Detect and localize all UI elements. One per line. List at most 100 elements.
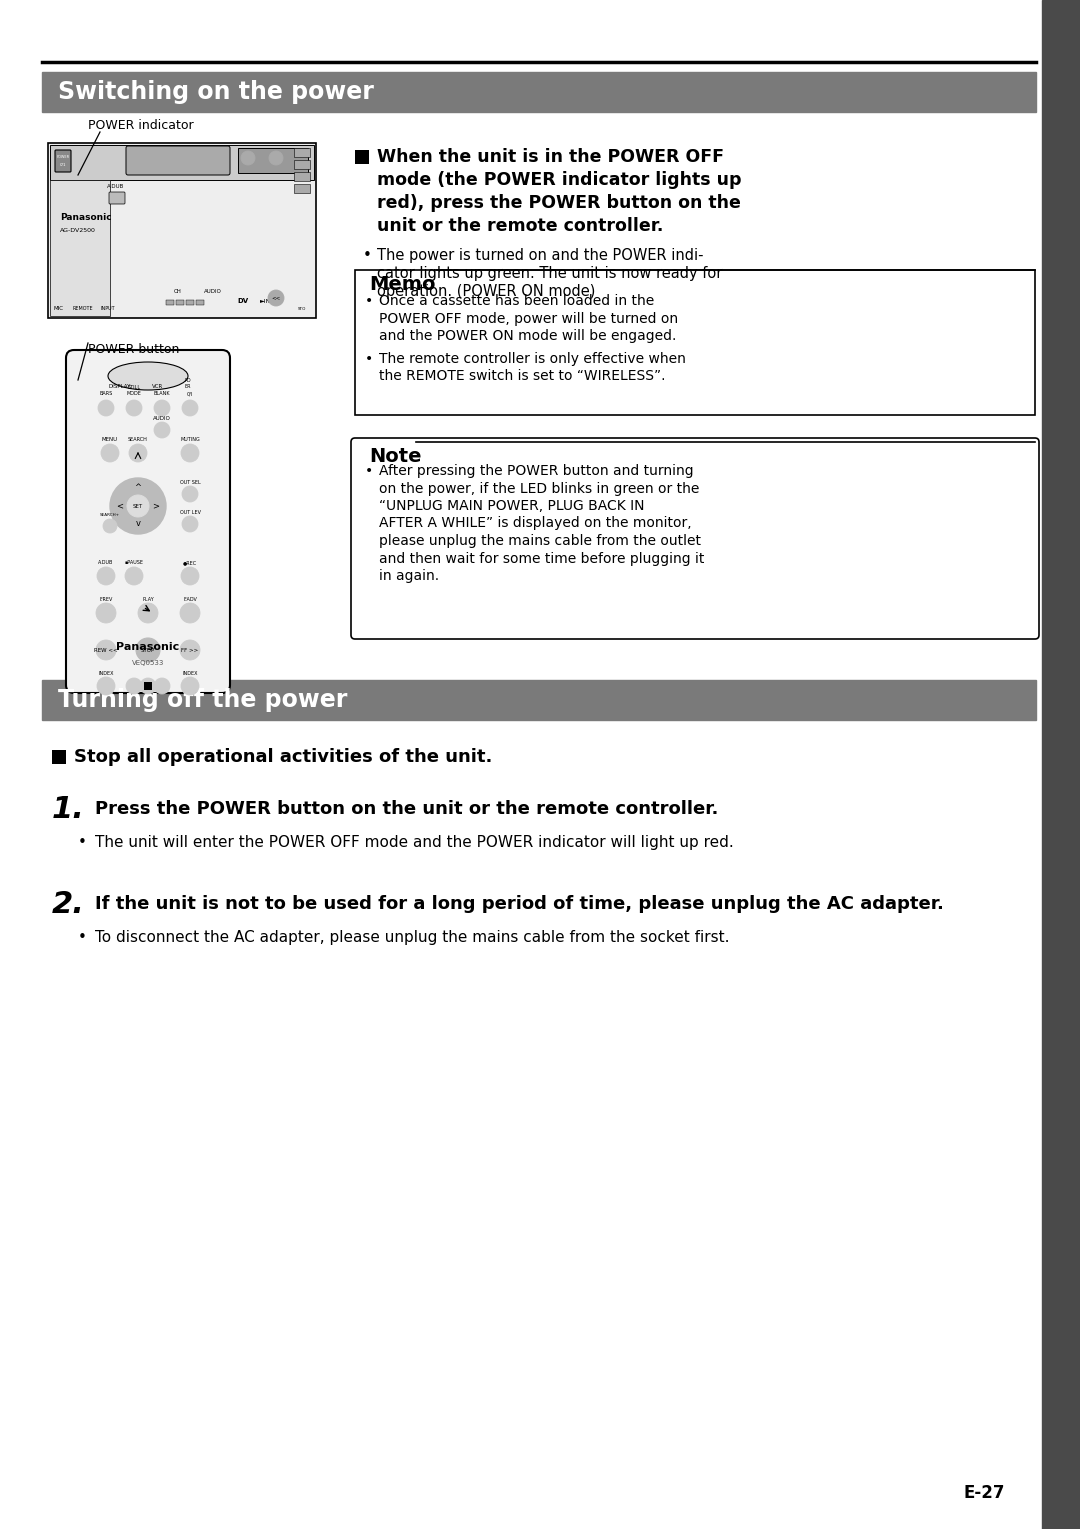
- Text: POWER: POWER: [56, 154, 69, 159]
- Text: Panasonic: Panasonic: [117, 642, 179, 651]
- Text: VCR: VCR: [152, 384, 164, 388]
- Circle shape: [183, 401, 198, 416]
- Bar: [42, 680, 1036, 720]
- Bar: [48, 144, 316, 318]
- Bar: [186, 300, 194, 304]
- Circle shape: [96, 602, 116, 622]
- Circle shape: [136, 638, 160, 662]
- Circle shape: [98, 401, 114, 416]
- Text: POWER OFF mode, power will be turned on: POWER OFF mode, power will be turned on: [379, 312, 678, 326]
- Text: •: •: [365, 463, 374, 479]
- Text: When the unit is in the POWER OFF: When the unit is in the POWER OFF: [377, 148, 724, 167]
- Text: red), press the POWER button on the: red), press the POWER button on the: [377, 194, 741, 213]
- Circle shape: [97, 677, 114, 696]
- Text: INDEX: INDEX: [183, 671, 198, 676]
- Circle shape: [96, 641, 116, 661]
- Circle shape: [154, 677, 170, 694]
- Bar: [50, 145, 314, 180]
- Text: INPUT: INPUT: [100, 306, 116, 310]
- Circle shape: [181, 567, 199, 586]
- Text: CH: CH: [174, 289, 181, 294]
- Text: SET: SET: [133, 503, 143, 509]
- FancyBboxPatch shape: [55, 150, 71, 171]
- Circle shape: [180, 602, 200, 622]
- Bar: [42, 72, 1036, 112]
- Text: MENU: MENU: [102, 437, 118, 442]
- Text: STOP: STOP: [140, 647, 156, 653]
- Text: mode (the POWER indicator lights up: mode (the POWER indicator lights up: [377, 171, 742, 190]
- Bar: [238, 148, 308, 173]
- Text: ●REC: ●REC: [183, 560, 197, 566]
- Text: v: v: [135, 520, 140, 529]
- Text: BLANK: BLANK: [153, 391, 171, 396]
- Text: Switching on the power: Switching on the power: [58, 80, 374, 104]
- Circle shape: [181, 443, 199, 462]
- Bar: [166, 300, 174, 304]
- Circle shape: [110, 479, 166, 534]
- Bar: [1042, 0, 1080, 1529]
- Circle shape: [183, 515, 198, 532]
- Bar: [144, 682, 152, 690]
- Text: “UNPLUG MAIN POWER, PLUG BACK IN: “UNPLUG MAIN POWER, PLUG BACK IN: [379, 498, 645, 514]
- Circle shape: [140, 677, 156, 694]
- Text: MIC: MIC: [53, 306, 63, 310]
- Text: >: >: [152, 502, 160, 511]
- Text: •: •: [365, 352, 374, 365]
- Circle shape: [154, 422, 170, 437]
- Circle shape: [129, 443, 147, 462]
- Circle shape: [268, 291, 284, 306]
- Text: E-27: E-27: [963, 1485, 1005, 1501]
- Text: ER: ER: [185, 384, 191, 388]
- Text: FF >>: FF >>: [181, 647, 199, 653]
- Text: Turning off the power: Turning off the power: [58, 688, 348, 713]
- Circle shape: [138, 602, 158, 622]
- Circle shape: [103, 518, 117, 534]
- Text: Note: Note: [369, 446, 421, 465]
- Text: PLAY: PLAY: [143, 596, 153, 602]
- Text: •: •: [78, 835, 86, 850]
- Bar: [176, 300, 184, 304]
- Text: POWER button: POWER button: [87, 342, 179, 356]
- Text: •: •: [365, 294, 374, 307]
- Bar: [355, 150, 369, 164]
- Text: cator lights up green. The unit is now ready for: cator lights up green. The unit is now r…: [377, 266, 723, 281]
- FancyBboxPatch shape: [109, 193, 125, 203]
- Text: To disconnect the AC adapter, please unplug the mains cable from the socket firs: To disconnect the AC adapter, please unp…: [95, 930, 729, 945]
- Text: <: <: [117, 502, 123, 511]
- Circle shape: [126, 677, 141, 694]
- Text: F.ADV: F.ADV: [184, 596, 197, 602]
- Text: STILL
MODE: STILL MODE: [126, 385, 141, 396]
- Text: OUT LEV: OUT LEV: [179, 511, 201, 515]
- Text: STO: STO: [298, 307, 307, 310]
- Text: ^: ^: [135, 483, 141, 492]
- Circle shape: [183, 486, 198, 502]
- Text: SEARCH+: SEARCH+: [100, 514, 120, 517]
- Text: 1.: 1.: [52, 795, 85, 824]
- Text: AG-DV2500: AG-DV2500: [60, 228, 96, 234]
- Text: A.DUB: A.DUB: [107, 183, 124, 190]
- Text: AFTER A WHILE” is displayed on the monitor,: AFTER A WHILE” is displayed on the monit…: [379, 517, 691, 531]
- Text: DV: DV: [238, 298, 248, 304]
- Text: POWER indicator: POWER indicator: [87, 119, 193, 131]
- Circle shape: [241, 151, 255, 165]
- Circle shape: [138, 641, 158, 661]
- Bar: [294, 171, 310, 180]
- Text: Once a cassette has been loaded in the: Once a cassette has been loaded in the: [379, 294, 654, 307]
- Text: F.REV: F.REV: [99, 596, 112, 602]
- Circle shape: [125, 567, 143, 586]
- Text: Press the POWER button on the unit or the remote controller.: Press the POWER button on the unit or th…: [95, 800, 718, 818]
- Circle shape: [126, 401, 141, 416]
- Text: VEQ0533: VEQ0533: [132, 661, 164, 667]
- Text: AUDIO: AUDIO: [204, 289, 221, 294]
- Text: <<: <<: [271, 295, 281, 301]
- Circle shape: [154, 401, 170, 416]
- Text: The power is turned on and the POWER indi-: The power is turned on and the POWER ind…: [377, 248, 703, 263]
- Circle shape: [269, 151, 283, 165]
- Text: Panasonic: Panasonic: [60, 214, 111, 223]
- Text: AUDIO: AUDIO: [153, 416, 171, 420]
- Text: SEARCH: SEARCH: [129, 437, 148, 442]
- Text: •: •: [363, 248, 372, 263]
- Circle shape: [97, 567, 114, 586]
- Text: OUT SEL: OUT SEL: [179, 480, 201, 485]
- Text: 0/1: 0/1: [59, 164, 66, 167]
